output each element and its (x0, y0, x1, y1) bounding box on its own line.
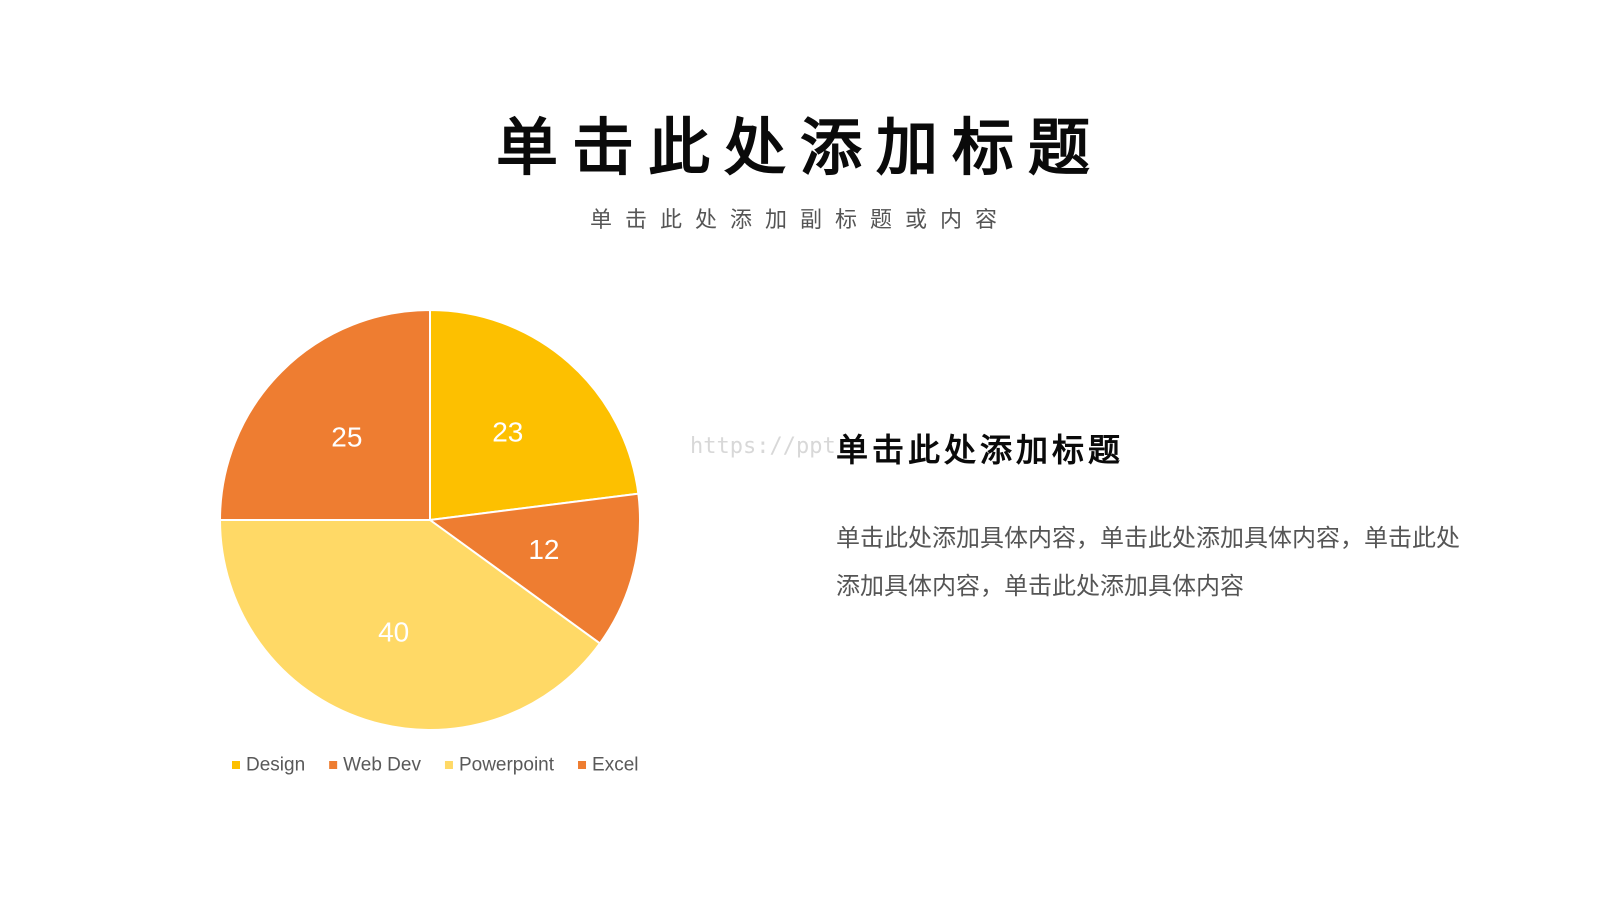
pie-slice-powerpoint (218, 519, 602, 731)
legend-swatch (578, 761, 587, 769)
pie-slice-excel (218, 308, 431, 521)
legend-swatch (329, 761, 338, 769)
slide-subtitle: 单击此处添加副标题或内容 (589, 208, 1010, 233)
pie-slices (218, 308, 641, 731)
legend-item-web-dev: Web Dev (329, 755, 421, 776)
pie-data-labels: 23 12 40 25 (331, 416, 559, 647)
content-body: 单击此处添加具体内容，单击此处添加具体内容，单击此处添加具体内容，单击此处添加具… (836, 524, 1460, 600)
chart-legend: Design Web Dev Powerpoint Excel (232, 755, 638, 776)
legend-swatch (232, 761, 240, 769)
legend-label: Web Dev (343, 755, 421, 776)
data-label-web-dev: 12 (528, 534, 559, 565)
watermark-text: https://ppt (690, 434, 836, 459)
legend-item-design: Design (232, 755, 305, 776)
pie-slice-design (429, 308, 640, 522)
legend-label: Excel (592, 755, 638, 776)
data-label-powerpoint: 40 (378, 616, 409, 647)
legend-swatch (444, 761, 453, 769)
legend-item-excel: Excel (578, 755, 638, 776)
slide-title: 单击此处添加标题 (495, 111, 1104, 184)
content-heading: 单击此处添加标题 (836, 431, 1125, 469)
data-label-design: 23 (492, 416, 523, 447)
legend-label: Powerpoint (459, 755, 555, 776)
data-label-excel: 25 (331, 421, 362, 452)
legend-item-powerpoint: Powerpoint (444, 755, 555, 776)
pie-slice-web-dev (427, 492, 641, 645)
pie-chart: 23 12 40 25 Design Web Dev Powerpoint Excel (218, 308, 641, 776)
legend-label: Design (246, 755, 305, 776)
